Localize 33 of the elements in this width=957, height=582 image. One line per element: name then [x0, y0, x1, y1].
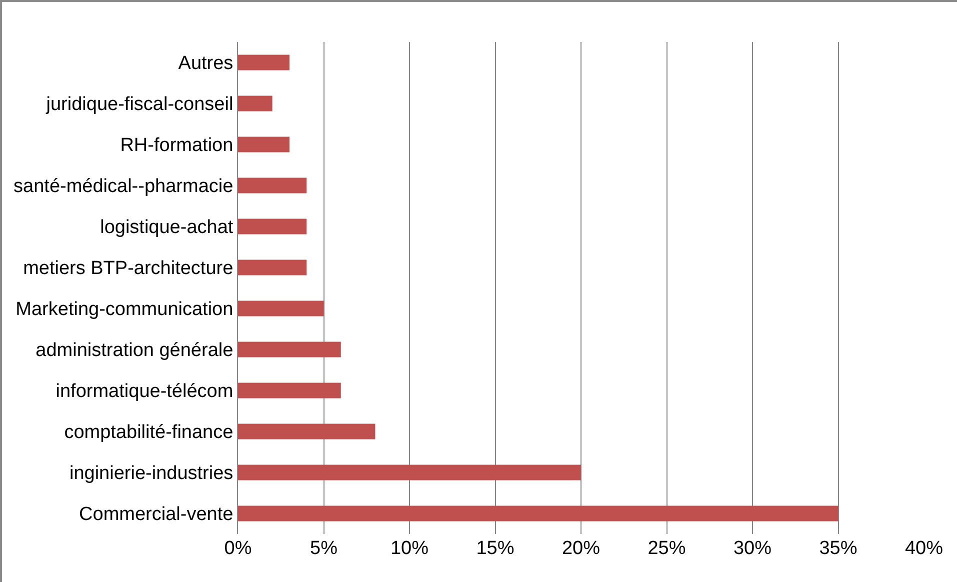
- x-tick-label: 15%: [476, 538, 514, 559]
- y-tick-label: santé-médical--pharmacie: [14, 176, 234, 198]
- y-tick-label: administration générale: [36, 340, 234, 362]
- y-tick-label: metiers BTP-architecture: [23, 258, 234, 280]
- bar: [238, 424, 376, 440]
- y-tick-label: Commercial-vente: [79, 504, 234, 526]
- bar: [238, 382, 341, 398]
- y-tick-label: informatique-télécom: [56, 381, 234, 402]
- y-tick-label: inginierie-industries: [69, 463, 234, 484]
- y-tick-label: juridique-fiscal-conseil: [45, 94, 234, 116]
- y-tick-label: Autres: [178, 53, 234, 74]
- bar: [238, 300, 324, 316]
- x-tick-label: 40%: [904, 538, 944, 559]
- x-tick-label: 35%: [819, 538, 858, 559]
- bar: [238, 218, 307, 234]
- x-tick-label: 0%: [224, 538, 252, 559]
- bar: [238, 136, 290, 152]
- bar: [238, 54, 290, 70]
- bar: [238, 342, 341, 358]
- bar: [238, 260, 307, 276]
- bar: [238, 464, 581, 480]
- y-tick-label: logistique-achat: [100, 217, 234, 238]
- x-tick-label: 30%: [733, 538, 772, 559]
- x-tick-label: 5%: [310, 538, 338, 559]
- bar: [238, 178, 307, 194]
- x-tick-label: 25%: [648, 538, 686, 559]
- x-tick-label: 20%: [562, 538, 600, 559]
- bar: [238, 506, 838, 522]
- bar: [238, 96, 272, 112]
- x-tick-label: 10%: [390, 538, 429, 559]
- y-tick-label: Marketing-communication: [16, 299, 234, 320]
- y-tick-label: comptabilité-finance: [64, 422, 234, 444]
- y-tick-label: RH-formation: [120, 135, 234, 156]
